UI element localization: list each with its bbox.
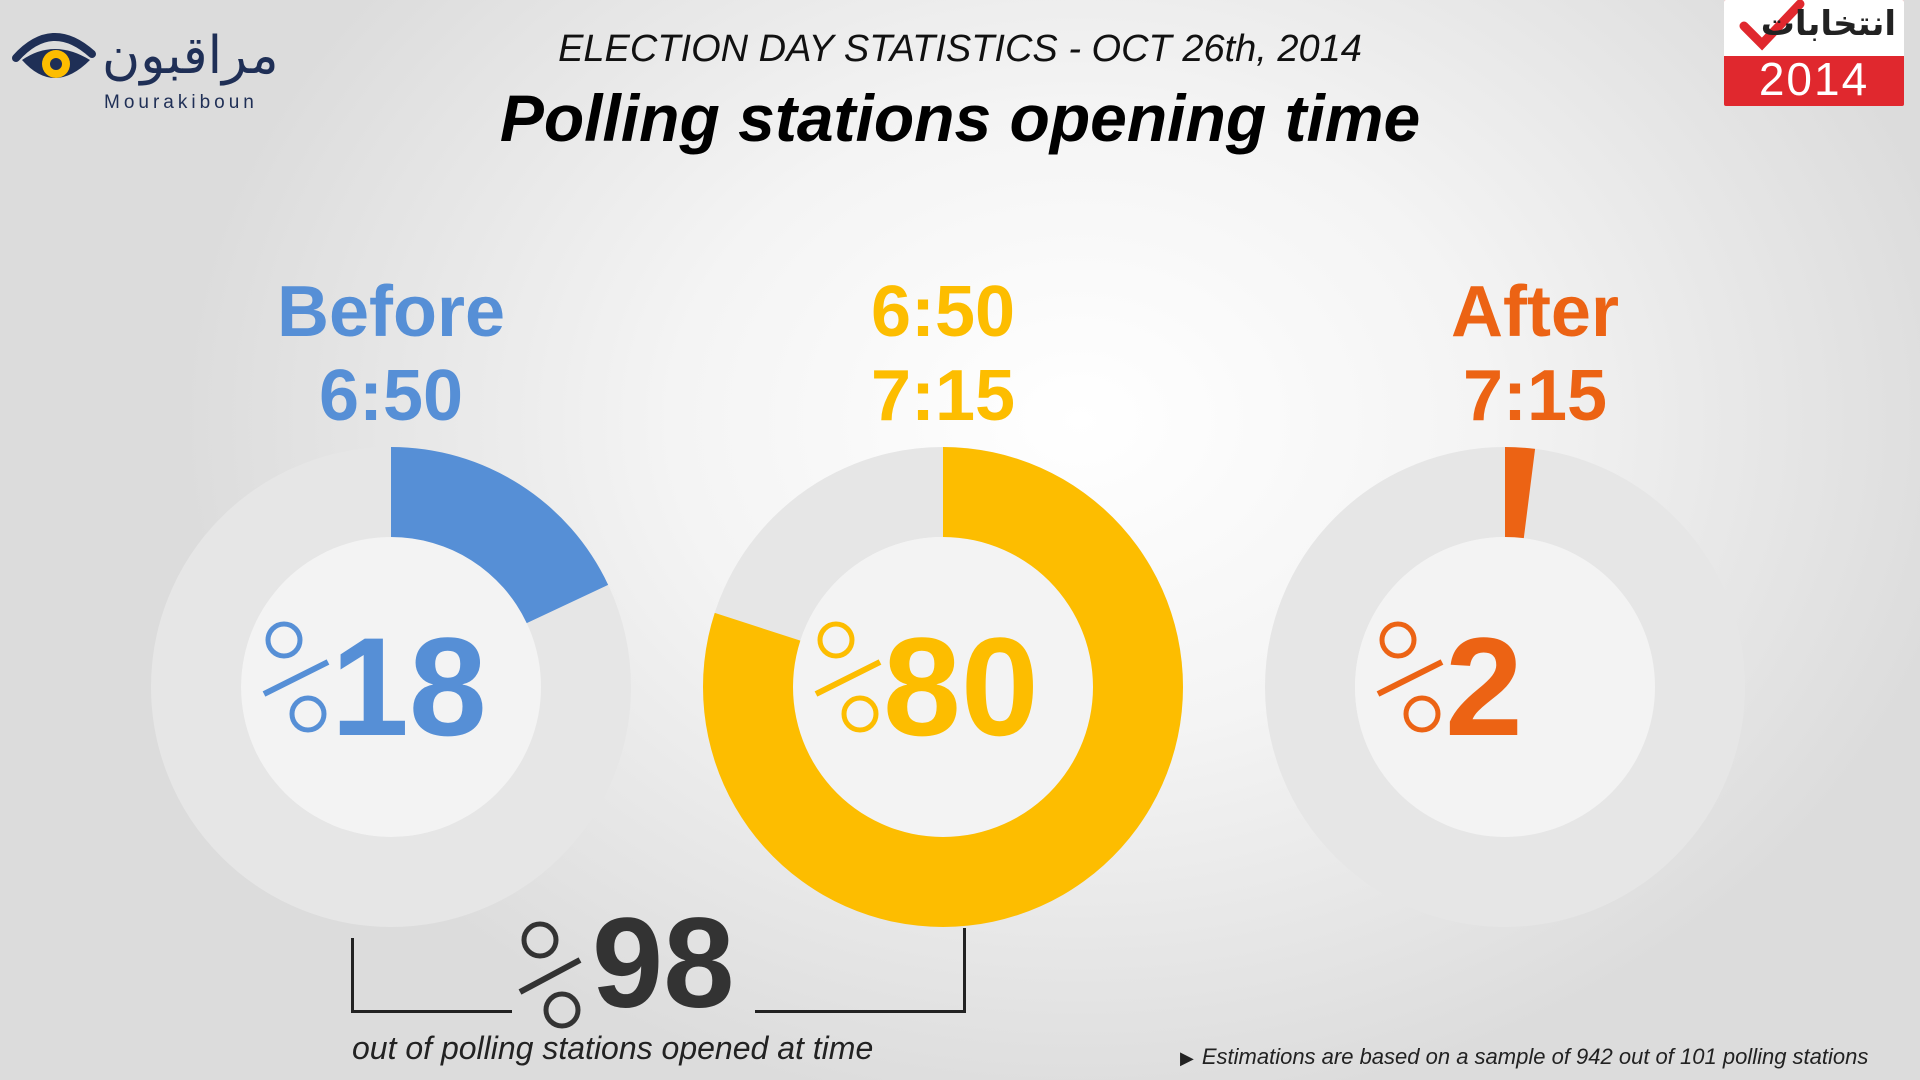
donut-segment bbox=[1505, 447, 1536, 539]
donut-value-label: 2 bbox=[1445, 608, 1523, 765]
eye-logo-icon bbox=[12, 33, 96, 78]
total-caption: out of polling stations opened at time bbox=[352, 1030, 874, 1066]
donut-hole bbox=[793, 537, 1093, 837]
total-number: 98 bbox=[592, 892, 735, 1035]
category-label-line1: Before bbox=[276, 272, 506, 352]
play-arrow-icon: ▶ bbox=[1180, 1048, 1194, 1068]
logo-arabic-text: مراقبون bbox=[102, 26, 279, 86]
category-label-1: Before 6:50 bbox=[181, 270, 601, 438]
donut-value-label: 80 bbox=[883, 608, 1039, 765]
logo-white-band bbox=[1724, 0, 1904, 56]
mourakiboun-logo: مراقبون Mourakiboun bbox=[12, 8, 332, 118]
page-title: Polling stations opening time bbox=[499, 81, 1421, 155]
logo-latin-text: Mourakiboun bbox=[104, 92, 258, 113]
donut-value-label: 18 bbox=[331, 608, 487, 765]
logo-arabic-text: انتخابات bbox=[1760, 4, 1896, 44]
percent-icon bbox=[518, 921, 582, 1029]
logo-year: 2014 bbox=[1758, 53, 1870, 105]
category-label-line2: 7:15 bbox=[1462, 356, 1608, 436]
donut-hole bbox=[1355, 537, 1655, 837]
checkmark-icon bbox=[1739, 0, 1805, 51]
total-bracket-right bbox=[755, 928, 966, 1013]
category-label-line2: 6:50 bbox=[318, 356, 464, 436]
percent-icon bbox=[1376, 621, 1444, 733]
category-label-3: After 7:15 bbox=[1325, 270, 1745, 438]
percent-icon bbox=[814, 621, 882, 733]
page-subtitle: ELECTION DAY STATISTICS - OCT 26th, 2014 bbox=[558, 28, 1362, 70]
category-label-2: 6:50 7:15 bbox=[733, 270, 1153, 438]
total-value: 98 bbox=[510, 892, 760, 1035]
category-label-line2: 7:15 bbox=[870, 356, 1016, 436]
percent-icon bbox=[262, 621, 330, 733]
donut-segment bbox=[391, 447, 609, 624]
donut-hole bbox=[241, 537, 541, 837]
footnote-text: Estimations are based on a sample of 942… bbox=[1201, 1044, 1869, 1069]
total-bracket-left bbox=[351, 938, 512, 1013]
donut-segment bbox=[703, 447, 1183, 928]
election-2014-logo: انتخابات 2014 bbox=[1724, 0, 1904, 106]
category-label-line1: After bbox=[1450, 272, 1619, 352]
footnote: ▶ Estimations are based on a sample of 94… bbox=[1180, 1044, 1868, 1070]
category-label-line1: 6:50 bbox=[870, 272, 1016, 352]
